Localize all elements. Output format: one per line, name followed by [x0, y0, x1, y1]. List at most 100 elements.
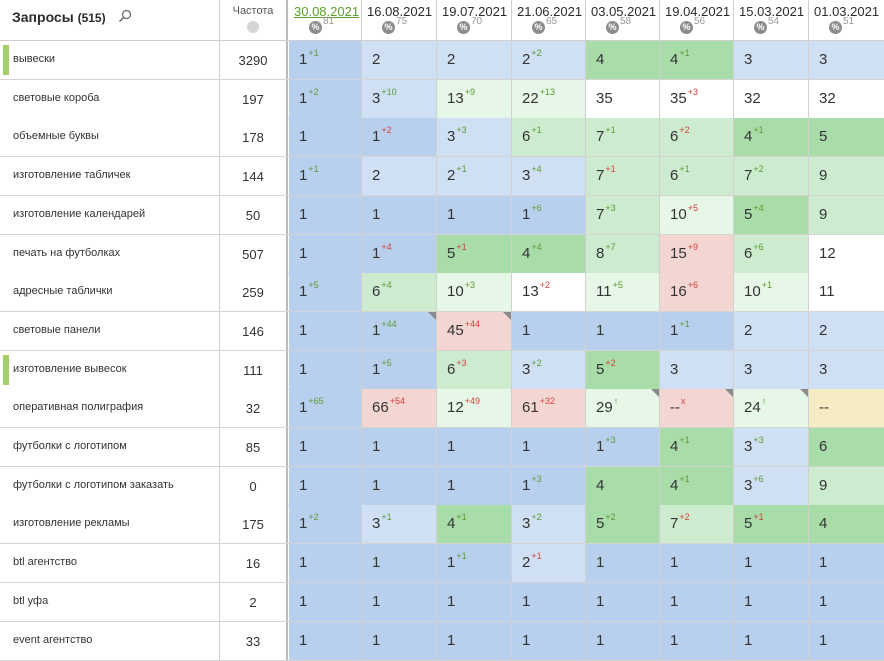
position-cell[interactable]: 7+1: [586, 157, 660, 196]
note-corner-icon[interactable]: [651, 389, 659, 398]
query-cell[interactable]: btl уфа: [0, 582, 220, 621]
date-column-header[interactable]: 03.05.2021% 58: [586, 0, 660, 40]
query-cell[interactable]: btl агентство: [0, 544, 220, 583]
query-cell[interactable]: световые панели: [0, 311, 220, 350]
position-cell[interactable]: 1: [362, 195, 437, 234]
position-cell[interactable]: 9: [809, 157, 884, 196]
position-cell[interactable]: 10+1: [734, 273, 809, 312]
position-cell[interactable]: 2+2: [512, 41, 586, 79]
position-cell[interactable]: 4+1: [660, 41, 734, 79]
position-cell[interactable]: 3+3: [734, 428, 809, 466]
position-cell[interactable]: 4: [586, 41, 660, 79]
query-cell[interactable]: футболки с логотипом: [0, 428, 220, 466]
position-cell[interactable]: 1: [289, 544, 362, 583]
query-cell[interactable]: печать на футболках: [0, 234, 220, 273]
position-cell[interactable]: 5+2: [586, 350, 660, 389]
date-label[interactable]: 01.03.2021: [814, 4, 880, 19]
position-cell[interactable]: 1: [437, 582, 512, 621]
date-label[interactable]: 03.05.2021: [591, 4, 657, 19]
position-cell[interactable]: 2: [362, 41, 437, 79]
position-cell[interactable]: 12: [809, 234, 884, 273]
position-cell[interactable]: 4+1: [437, 505, 512, 544]
position-cell[interactable]: 2: [734, 311, 809, 350]
position-cell[interactable]: 1+4: [362, 234, 437, 273]
position-cell[interactable]: 66+54: [362, 389, 437, 428]
note-corner-icon[interactable]: [800, 389, 808, 398]
position-cell[interactable]: 1: [512, 582, 586, 621]
query-cell[interactable]: футболки с логотипом заказать: [0, 466, 220, 505]
position-cell[interactable]: 61+32: [512, 389, 586, 428]
query-cell[interactable]: изготовление табличек: [0, 157, 220, 196]
position-cell[interactable]: 3: [660, 350, 734, 389]
position-cell[interactable]: 1: [512, 621, 586, 660]
position-cell[interactable]: 1: [586, 582, 660, 621]
position-cell[interactable]: 1+1: [660, 311, 734, 350]
position-cell[interactable]: 1: [289, 621, 362, 660]
query-cell[interactable]: изготовление календарей: [0, 195, 220, 234]
queries-title[interactable]: Запросы (515): [12, 9, 106, 25]
position-cell[interactable]: 6+6: [734, 234, 809, 273]
position-cell[interactable]: 1: [512, 311, 586, 350]
position-cell[interactable]: 2: [362, 157, 437, 196]
position-cell[interactable]: 4+1: [660, 428, 734, 466]
date-label[interactable]: 16.08.2021: [367, 4, 433, 19]
position-cell[interactable]: 7+1: [586, 118, 660, 157]
position-cell[interactable]: 4: [586, 466, 660, 505]
position-cell[interactable]: 13+9: [437, 79, 512, 118]
position-cell[interactable]: 1+1: [437, 544, 512, 583]
position-cell[interactable]: 1: [586, 311, 660, 350]
position-cell[interactable]: 3+3: [437, 118, 512, 157]
query-cell[interactable]: изготовление вывесок: [0, 350, 220, 389]
position-cell[interactable]: 6+3: [437, 350, 512, 389]
position-cell[interactable]: 8+7: [586, 234, 660, 273]
position-cell[interactable]: 6: [809, 428, 884, 466]
position-cell[interactable]: 5+2: [586, 505, 660, 544]
date-label[interactable]: 21.06.2021: [517, 4, 583, 19]
position-cell[interactable]: 1: [437, 195, 512, 234]
position-cell[interactable]: 35+3: [660, 79, 734, 118]
note-corner-icon[interactable]: [428, 311, 436, 320]
date-label[interactable]: 15.03.2021: [739, 4, 805, 19]
date-column-header[interactable]: 19.07.2021% 70: [437, 0, 512, 40]
position-cell[interactable]: 7+2: [734, 157, 809, 196]
query-cell[interactable]: адресные таблички: [0, 273, 220, 312]
position-cell[interactable]: 1: [289, 350, 362, 389]
position-cell[interactable]: 1: [289, 466, 362, 505]
date-column-header[interactable]: 19.04.2021% 56: [660, 0, 734, 40]
position-cell[interactable]: 11+5: [586, 273, 660, 312]
position-cell[interactable]: 11: [809, 273, 884, 312]
query-cell[interactable]: event агентство: [0, 621, 220, 660]
position-cell[interactable]: 5+1: [734, 505, 809, 544]
position-cell[interactable]: 1: [289, 311, 362, 350]
position-cell[interactable]: 1: [362, 544, 437, 583]
position-cell[interactable]: 35: [586, 79, 660, 118]
position-cell[interactable]: 5+1: [437, 234, 512, 273]
query-cell[interactable]: объемные буквы: [0, 118, 220, 157]
position-cell[interactable]: 32: [809, 79, 884, 118]
position-cell[interactable]: --x: [660, 389, 734, 428]
date-column-header[interactable]: 16.08.2021% 75: [362, 0, 437, 40]
position-cell[interactable]: 1+3: [586, 428, 660, 466]
position-cell[interactable]: 4: [809, 505, 884, 544]
position-cell[interactable]: 10+3: [437, 273, 512, 312]
position-cell[interactable]: 1: [289, 428, 362, 466]
position-cell[interactable]: 1: [809, 582, 884, 621]
position-cell[interactable]: 1: [660, 582, 734, 621]
position-cell[interactable]: 32: [734, 79, 809, 118]
position-cell[interactable]: 15+9: [660, 234, 734, 273]
position-cell[interactable]: 1+2: [289, 79, 362, 118]
position-cell[interactable]: 1: [289, 118, 362, 157]
position-cell[interactable]: 1: [289, 582, 362, 621]
position-cell[interactable]: 1: [734, 582, 809, 621]
position-cell[interactable]: 1: [586, 621, 660, 660]
frequency-header[interactable]: Частота: [220, 0, 288, 40]
position-cell[interactable]: 4+1: [660, 466, 734, 505]
position-cell[interactable]: 1+1: [289, 41, 362, 79]
date-column-header[interactable]: 21.06.2021% 65: [512, 0, 586, 40]
date-column-header[interactable]: 15.03.2021% 54: [734, 0, 809, 40]
position-cell[interactable]: 1: [362, 582, 437, 621]
position-cell[interactable]: 5: [809, 118, 884, 157]
position-cell[interactable]: 1+65: [289, 389, 362, 428]
position-cell[interactable]: 1: [512, 428, 586, 466]
position-cell[interactable]: 3: [734, 41, 809, 79]
